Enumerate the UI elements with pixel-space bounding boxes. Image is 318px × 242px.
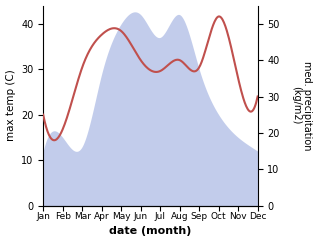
X-axis label: date (month): date (month) [109,227,192,236]
Y-axis label: max temp (C): max temp (C) [5,70,16,142]
Y-axis label: med. precipitation
(kg/m2): med. precipitation (kg/m2) [291,61,313,150]
